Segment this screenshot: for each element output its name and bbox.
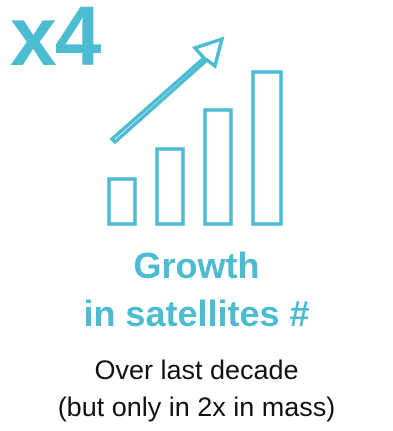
- caption-period: Over last decade: [94, 355, 299, 385]
- caption-mass-note: (but only in 2x in mass): [57, 392, 336, 422]
- bar-chart-growth-arrow-icon: [107, 36, 283, 226]
- headline-in-satellites: in satellites #: [83, 293, 310, 334]
- icon-growth-arrow: [109, 36, 225, 145]
- icon-bar-3: [203, 108, 233, 226]
- icon-bar-1: [107, 177, 137, 226]
- growth-multiplier: x4: [10, 0, 101, 83]
- icon-bar-2: [155, 147, 185, 226]
- icon-bar-4: [251, 70, 283, 226]
- headline-growth: Growth: [133, 245, 260, 286]
